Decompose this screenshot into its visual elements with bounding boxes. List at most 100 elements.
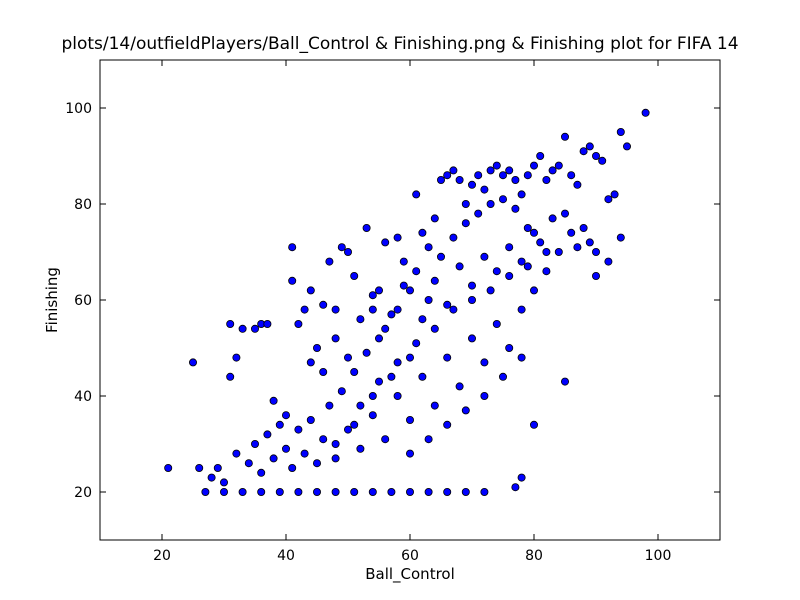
- data-point: [616, 233, 625, 242]
- data-point: [461, 219, 470, 228]
- data-point: [474, 209, 483, 218]
- data-point: [418, 228, 427, 237]
- data-point: [343, 353, 352, 362]
- data-point: [592, 247, 601, 256]
- data-point: [530, 228, 539, 237]
- data-point: [288, 243, 297, 252]
- data-point: [505, 343, 514, 352]
- data-point: [579, 147, 588, 156]
- data-point: [213, 463, 222, 472]
- data-point: [536, 151, 545, 160]
- data-point: [257, 468, 266, 477]
- data-point: [561, 377, 570, 386]
- data-point: [294, 319, 303, 328]
- data-point: [331, 487, 340, 496]
- data-point: [567, 228, 576, 237]
- y-tick-label: 100: [65, 101, 92, 117]
- y-tick-label: 60: [74, 293, 92, 309]
- y-axis-label: Finishing: [43, 267, 61, 333]
- data-point: [319, 367, 328, 376]
- data-point: [164, 463, 173, 472]
- x-tick-label: 20: [153, 548, 171, 564]
- data-point: [288, 463, 297, 472]
- data-point: [480, 391, 489, 400]
- data-point: [486, 286, 495, 295]
- data-point: [536, 238, 545, 247]
- data-point: [405, 449, 414, 458]
- data-point: [331, 454, 340, 463]
- data-point: [554, 247, 563, 256]
- data-point: [294, 425, 303, 434]
- data-point: [592, 271, 601, 280]
- data-point: [467, 180, 476, 189]
- data-point: [480, 252, 489, 261]
- data-point: [362, 223, 371, 232]
- data-point: [393, 305, 402, 314]
- data-point: [331, 305, 340, 314]
- data-point: [405, 487, 414, 496]
- data-point: [430, 324, 439, 333]
- x-tick-label: 80: [525, 548, 543, 564]
- data-point: [219, 487, 228, 496]
- data-point: [306, 286, 315, 295]
- data-point: [443, 171, 452, 180]
- data-point: [350, 367, 359, 376]
- data-point: [517, 257, 526, 266]
- data-point: [548, 166, 557, 175]
- data-point: [275, 420, 284, 429]
- data-point: [312, 459, 321, 468]
- data-points: [164, 108, 650, 496]
- data-point: [232, 449, 241, 458]
- data-point: [343, 425, 352, 434]
- data-point: [517, 353, 526, 362]
- data-point: [498, 171, 507, 180]
- data-point: [424, 295, 433, 304]
- data-point: [387, 310, 396, 319]
- data-point: [480, 358, 489, 367]
- data-point: [467, 295, 476, 304]
- data-point: [312, 487, 321, 496]
- data-point: [257, 487, 266, 496]
- data-point: [461, 406, 470, 415]
- data-point: [573, 180, 582, 189]
- data-point: [548, 214, 557, 223]
- x-tick-label: 100: [645, 548, 672, 564]
- data-point: [269, 454, 278, 463]
- data-point: [461, 199, 470, 208]
- data-point: [300, 449, 309, 458]
- data-point: [517, 473, 526, 482]
- y-tick-label: 20: [74, 485, 92, 501]
- data-point: [250, 324, 259, 333]
- data-point: [455, 175, 464, 184]
- data-point: [623, 142, 632, 151]
- data-point: [188, 358, 197, 367]
- data-point: [604, 195, 613, 204]
- data-point: [561, 209, 570, 218]
- data-point: [592, 151, 601, 160]
- data-point: [312, 343, 321, 352]
- data-point: [387, 372, 396, 381]
- data-point: [523, 262, 532, 271]
- data-point: [449, 166, 458, 175]
- data-point: [300, 305, 309, 314]
- data-point: [436, 175, 445, 184]
- data-point: [579, 223, 588, 232]
- data-point: [399, 257, 408, 266]
- data-point: [250, 439, 259, 448]
- data-point: [393, 233, 402, 242]
- data-point: [455, 382, 464, 391]
- data-point: [511, 204, 520, 213]
- data-point: [505, 166, 514, 175]
- data-point: [412, 267, 421, 276]
- data-point: [523, 223, 532, 232]
- data-point: [219, 478, 228, 487]
- data-point: [424, 487, 433, 496]
- data-point: [418, 372, 427, 381]
- data-point: [275, 487, 284, 496]
- data-point: [331, 439, 340, 448]
- data-point: [480, 487, 489, 496]
- data-point: [393, 358, 402, 367]
- data-point: [542, 267, 551, 276]
